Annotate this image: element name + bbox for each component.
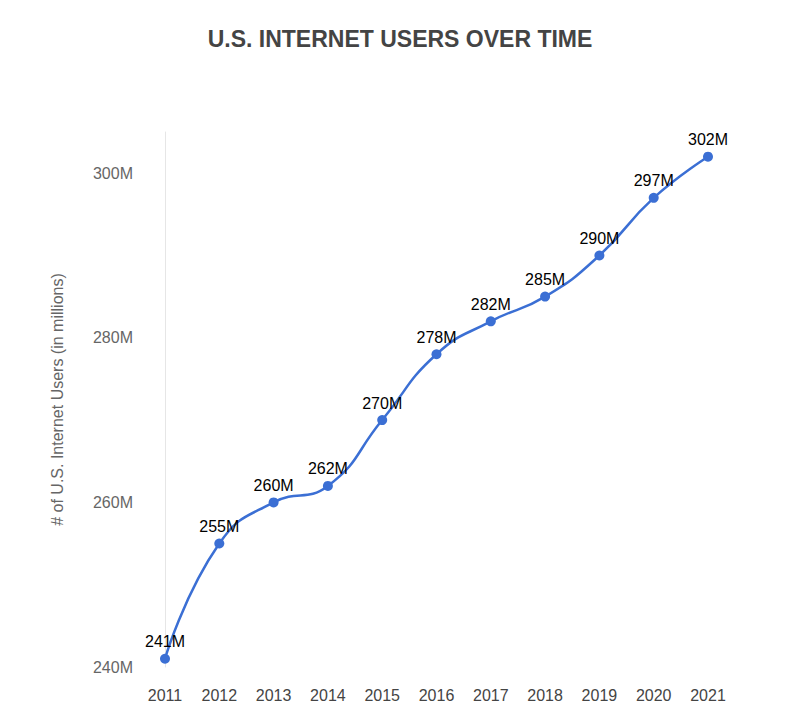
svg-text:240M: 240M — [93, 659, 133, 676]
svg-text:285M: 285M — [525, 271, 565, 288]
svg-text:280M: 280M — [93, 329, 133, 346]
svg-text:260M: 260M — [254, 477, 294, 494]
svg-text:2011: 2011 — [148, 687, 183, 704]
svg-text:278M: 278M — [416, 329, 456, 346]
svg-text:297M: 297M — [634, 172, 674, 189]
svg-text:2014: 2014 — [310, 687, 346, 704]
svg-text:2021: 2021 — [690, 687, 726, 704]
svg-text:262M: 262M — [308, 460, 348, 477]
svg-text:2020: 2020 — [636, 687, 672, 704]
svg-text:300M: 300M — [93, 165, 133, 182]
svg-text:2016: 2016 — [419, 687, 455, 704]
svg-text:# of U.S. Internet Users (in m: # of U.S. Internet Users (in millions) — [49, 273, 66, 526]
svg-text:U.S. INTERNET USERS OVER TIME: U.S. INTERNET USERS OVER TIME — [208, 26, 593, 52]
svg-text:255M: 255M — [199, 518, 239, 535]
svg-text:260M: 260M — [93, 494, 133, 511]
svg-text:290M: 290M — [579, 230, 619, 247]
svg-text:2012: 2012 — [202, 687, 238, 704]
svg-text:282M: 282M — [471, 296, 511, 313]
svg-text:2017: 2017 — [473, 687, 509, 704]
svg-text:302M: 302M — [688, 131, 728, 148]
svg-text:2018: 2018 — [527, 687, 563, 704]
svg-text:2015: 2015 — [364, 687, 400, 704]
svg-text:241M: 241M — [145, 633, 185, 650]
svg-text:2013: 2013 — [256, 687, 292, 704]
svg-text:2019: 2019 — [582, 687, 618, 704]
svg-text:270M: 270M — [362, 395, 402, 412]
